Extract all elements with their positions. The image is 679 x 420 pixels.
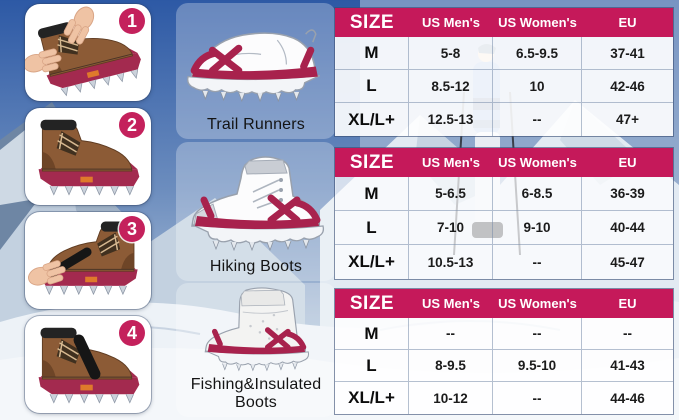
header-size: SIZE bbox=[349, 292, 395, 314]
table-row: M 5-8 6.5-9.5 37-41 bbox=[335, 37, 673, 70]
step-number-badge: 2 bbox=[119, 112, 145, 138]
header-us-mens: US Men's bbox=[422, 15, 480, 30]
size-label: XL/L+ bbox=[335, 245, 409, 279]
eu-value: 42-46 bbox=[582, 70, 673, 103]
size-label: M bbox=[335, 177, 409, 211]
us-womens-value: -- bbox=[493, 318, 582, 350]
table-row: XL/L+ 12.5-13 -- 47+ bbox=[335, 103, 673, 136]
eu-value: 45-47 bbox=[582, 245, 673, 279]
header-us-womens: US Women's bbox=[498, 155, 577, 170]
us-womens-value: 6-8.5 bbox=[493, 177, 582, 211]
table-row: L 8.5-12 10 42-46 bbox=[335, 70, 673, 103]
step-photo-4: 4 bbox=[25, 316, 151, 413]
us-womens-value: -- bbox=[493, 382, 582, 414]
insulated-boot-sketch bbox=[204, 287, 310, 372]
table-row: M 5-6.5 6-8.5 36-39 bbox=[335, 177, 673, 211]
boot-with-crampon-step3-illustration bbox=[25, 220, 139, 295]
table-row: L 7-10 9-10 40-44 bbox=[335, 211, 673, 245]
us-womens-value: 6.5-9.5 bbox=[493, 37, 582, 70]
eu-value: -- bbox=[582, 318, 673, 350]
eu-value: 44-46 bbox=[582, 382, 673, 414]
us-mens-value: -- bbox=[409, 318, 493, 350]
table-row: XL/L+ 10.5-13 -- 45-47 bbox=[335, 245, 673, 279]
us-mens-value: 8-9.5 bbox=[409, 350, 493, 382]
step-photo-2: 2 bbox=[25, 108, 151, 205]
category-label: Hiking Boots bbox=[209, 258, 303, 276]
table-row: L 8-9.5 9.5-10 41-43 bbox=[335, 350, 673, 382]
header-us-womens: US Women's bbox=[498, 296, 577, 311]
size-table-insulated-boots: SIZE US Men's US Women's EU M -- -- -- L… bbox=[335, 289, 673, 414]
header-eu: EU bbox=[618, 296, 637, 311]
category-insulated-boots: Fishing&Insulated Boots bbox=[176, 283, 336, 417]
size-label: XL/L+ bbox=[335, 103, 409, 136]
step-photo-1: 1 bbox=[25, 4, 151, 101]
hiking-boot-sketch bbox=[191, 156, 325, 252]
table-header-row: SIZE US Men's US Women's EU bbox=[335, 289, 673, 318]
us-mens-value: 12.5-13 bbox=[409, 103, 493, 136]
us-mens-value: 7-10 bbox=[409, 211, 493, 245]
us-mens-value: 10.5-13 bbox=[409, 245, 493, 279]
table-row: M -- -- -- bbox=[335, 318, 673, 350]
us-mens-value: 5-6.5 bbox=[409, 177, 493, 211]
header-size: SIZE bbox=[349, 11, 395, 33]
us-womens-value: -- bbox=[493, 103, 582, 136]
header-us-womens: US Women's bbox=[498, 15, 577, 30]
header-eu: EU bbox=[618, 155, 637, 170]
us-mens-value: 10-12 bbox=[409, 382, 493, 414]
header-us-mens: US Men's bbox=[422, 296, 480, 311]
size-label: M bbox=[335, 318, 409, 350]
size-table-trail-runners: SIZE US Men's US Women's EU M 5-8 6.5-9.… bbox=[335, 8, 673, 136]
step-number-badge: 3 bbox=[119, 216, 145, 242]
size-label: M bbox=[335, 37, 409, 70]
table-row: XL/L+ 10-12 -- 44-46 bbox=[335, 382, 673, 414]
eu-value: 36-39 bbox=[582, 177, 673, 211]
size-label: L bbox=[335, 70, 409, 103]
step-number-badge: 1 bbox=[119, 8, 145, 34]
eu-value: 47+ bbox=[582, 103, 673, 136]
size-label: L bbox=[335, 211, 409, 245]
size-label: L bbox=[335, 350, 409, 382]
size-label: XL/L+ bbox=[335, 382, 409, 414]
table-header-row: SIZE US Men's US Women's EU bbox=[335, 148, 673, 177]
us-womens-value: 10 bbox=[493, 70, 582, 103]
eu-value: 37-41 bbox=[582, 37, 673, 70]
size-table-hiking-boots: SIZE US Men's US Women's EU M 5-6.5 6-8.… bbox=[335, 148, 673, 279]
category-trail-runners: Trail Runners bbox=[176, 3, 336, 139]
header-us-mens: US Men's bbox=[422, 155, 480, 170]
category-label-line1: Fishing&Insulated bbox=[190, 376, 322, 394]
header-size: SIZE bbox=[349, 151, 395, 173]
header-eu: EU bbox=[618, 15, 637, 30]
step-photo-3: 3 bbox=[25, 212, 151, 309]
table-header-row: SIZE US Men's US Women's EU bbox=[335, 8, 673, 37]
us-womens-value: -- bbox=[493, 245, 582, 279]
category-label: Trail Runners bbox=[206, 116, 306, 134]
category-hiking-boots: Hiking Boots bbox=[176, 142, 336, 281]
us-mens-value: 8.5-12 bbox=[409, 70, 493, 103]
eu-value: 41-43 bbox=[582, 350, 673, 382]
trail-runner-sketch bbox=[187, 29, 321, 103]
step-number-badge: 4 bbox=[119, 320, 145, 346]
boot-with-crampon-step4-illustration bbox=[37, 326, 141, 404]
us-mens-value: 5-8 bbox=[409, 37, 493, 70]
us-womens-value: 9-10 bbox=[493, 211, 582, 245]
category-label-line2: Boots bbox=[235, 394, 277, 412]
eu-value: 40-44 bbox=[582, 211, 673, 245]
us-womens-value: 9.5-10 bbox=[493, 350, 582, 382]
category-label: Fishing&Insulated Boots bbox=[191, 376, 322, 417]
